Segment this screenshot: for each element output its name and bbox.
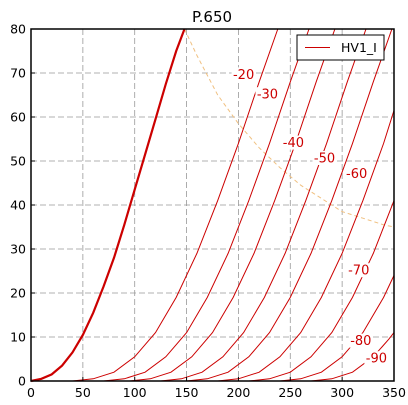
curve-label: -70 <box>348 264 369 279</box>
x-tick-label: 0 <box>27 385 35 400</box>
x-tick-label: 150 <box>175 385 199 400</box>
series-line <box>186 28 393 382</box>
curve-label-bg <box>344 166 369 181</box>
annotations: -20-30 -40 -50 -60 -70 -80 -90 <box>231 67 389 367</box>
series-line <box>248 200 395 382</box>
legend-entry: HV1_I <box>341 40 377 55</box>
curve-label: -90 <box>366 352 387 367</box>
series-line <box>217 110 395 382</box>
y-tick-label: 20 <box>10 286 26 301</box>
curve-label: -60 <box>346 167 367 182</box>
x-tick-label: 100 <box>123 385 147 400</box>
curve-label-bg <box>364 351 389 366</box>
series-line <box>72 28 279 382</box>
series-line-bold <box>30 28 186 383</box>
y-tick-label: 40 <box>10 198 26 213</box>
series-line <box>310 332 395 382</box>
y-tick-label: 70 <box>10 66 26 81</box>
series-line <box>160 28 367 382</box>
x-tick-label: 350 <box>382 385 406 400</box>
curve-label-bg <box>281 135 306 150</box>
curve-label: -40 <box>283 136 304 151</box>
plot-area <box>30 28 395 383</box>
series-line <box>103 28 310 382</box>
curve-label-bg <box>346 263 371 278</box>
curve-label: -30 <box>257 88 278 103</box>
curve-label-bg <box>255 87 280 102</box>
curve-label: -50 <box>314 152 335 167</box>
x-tick-label: 300 <box>330 385 354 400</box>
x-tick-label: 50 <box>75 385 91 400</box>
series-line <box>129 28 336 382</box>
y-tick-label: 80 <box>10 22 26 37</box>
grid <box>31 29 394 381</box>
curve-label-bg <box>231 67 256 82</box>
x-tick-label: 250 <box>278 385 302 400</box>
curve-label: -20 <box>233 68 254 83</box>
series-line <box>279 275 395 382</box>
x-tick-label: 200 <box>226 385 250 400</box>
curve-label: -80 <box>350 334 371 349</box>
y-tick-label: 10 <box>10 330 26 345</box>
y-tick-label: 50 <box>10 154 26 169</box>
axes: 0 50 100 150 200 250 300 350 0 10 20 30 40 50 60 70 80 <box>10 22 406 401</box>
curve-label-bg <box>348 333 373 348</box>
y-tick-label: 60 <box>10 110 26 125</box>
chart-title: P.650 <box>192 8 232 26</box>
power-limit-line <box>184 28 395 228</box>
y-tick-label: 0 <box>18 374 26 389</box>
y-tick-label: 30 <box>10 242 26 257</box>
curve-label-bg <box>312 151 337 165</box>
legend: HV1_I <box>296 34 385 61</box>
